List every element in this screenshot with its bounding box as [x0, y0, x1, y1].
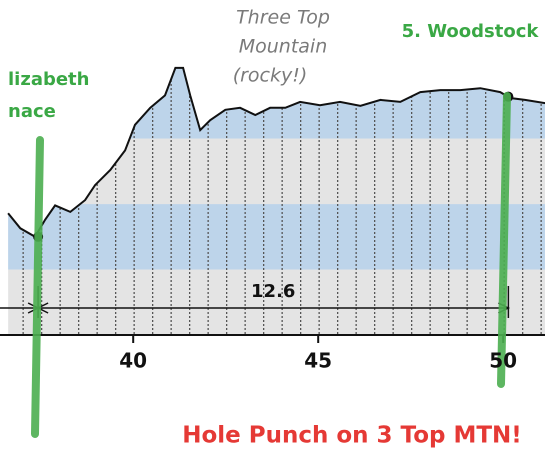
marker-label: nace — [8, 101, 56, 122]
distance-label: 12.6 — [251, 281, 295, 302]
annotation: Mountain — [239, 36, 328, 58]
profile-line — [7, 66, 545, 239]
annotation: (rocky!) — [233, 65, 308, 87]
marker-label: lizabeth — [8, 69, 89, 90]
marker-label: 5. Woodstock — [402, 21, 540, 42]
hand-line — [31, 136, 44, 438]
note: Hole Punch on 3 Top MTN! — [182, 423, 522, 449]
x-tick-label: 45 — [304, 349, 332, 373]
annotation: Three Top — [236, 7, 330, 29]
x-tick-label: 50 — [489, 349, 517, 373]
x-tick-label: 40 — [119, 349, 147, 373]
hand-line — [497, 92, 511, 388]
